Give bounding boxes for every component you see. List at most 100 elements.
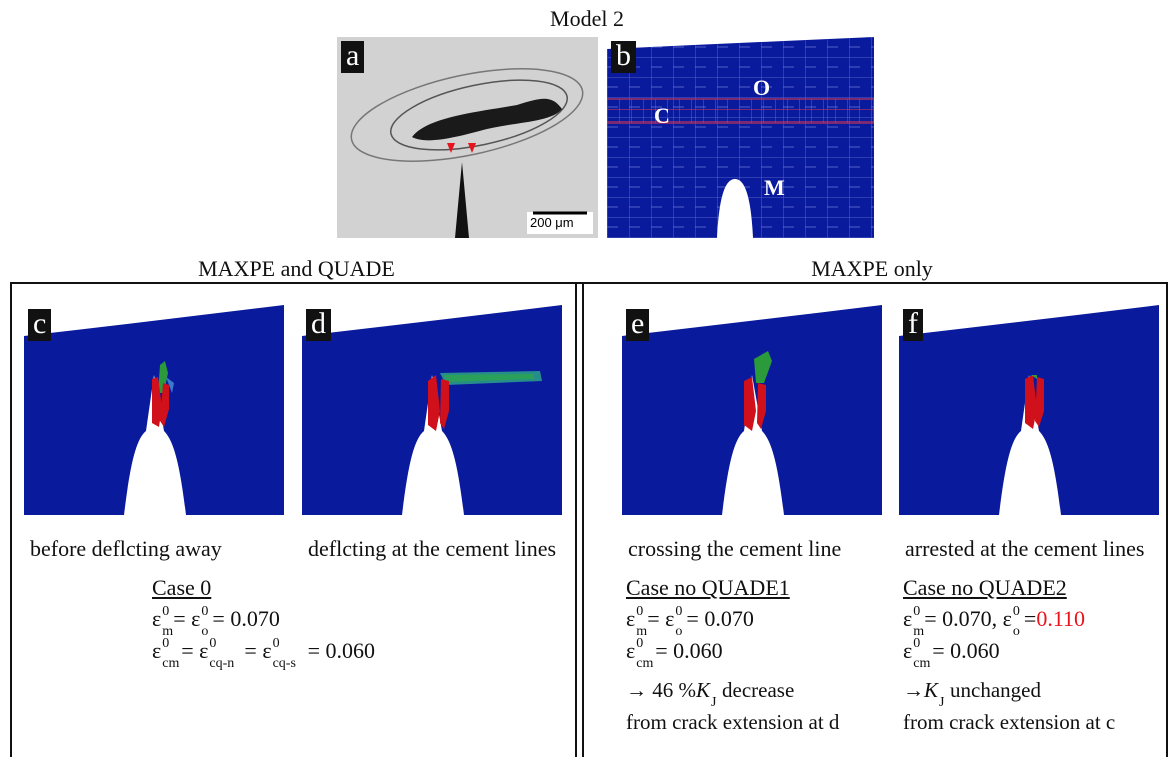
- math-base: ε: [152, 606, 161, 631]
- math-token: =: [1024, 606, 1036, 632]
- math-token: = 0.060: [655, 638, 722, 664]
- superscript: 0: [162, 604, 169, 620]
- math-token: = 0.070: [212, 606, 279, 632]
- panel: e: [622, 305, 882, 515]
- math-base: K: [924, 678, 938, 702]
- case-name: Case no QUADE1: [626, 575, 790, 601]
- math-base: →: [903, 678, 924, 702]
- math-base: K: [696, 678, 710, 702]
- superscript: 0: [1013, 604, 1020, 620]
- panel-label: e: [626, 309, 649, 341]
- subscript: J: [939, 695, 944, 711]
- math-token: = ε: [244, 638, 271, 664]
- panel-label: a: [341, 41, 364, 73]
- math-base: ε: [626, 638, 635, 663]
- panel-b: b O C M: [607, 37, 874, 238]
- superscript: 0: [675, 604, 682, 620]
- panel-caption: deflcting at the cement lines: [308, 536, 556, 562]
- panel-label: c: [28, 309, 51, 341]
- superscript: 0: [636, 604, 643, 620]
- math-token: from crack extension at d: [626, 710, 839, 735]
- math-base: ε: [903, 606, 912, 631]
- math-base: = 0.070: [686, 606, 753, 631]
- superscript: 0: [209, 636, 216, 652]
- math-token: = 0.070: [686, 606, 753, 632]
- math-token: →: [903, 678, 924, 703]
- math-token: unchanged: [950, 678, 1041, 703]
- equation: ε0cm = 0.060: [626, 638, 723, 664]
- math-token: KJ: [696, 678, 722, 703]
- superscript: 0: [162, 636, 169, 652]
- math-token: 0.110: [1036, 606, 1085, 632]
- note: from crack extension at c: [903, 710, 1115, 735]
- panel: f: [899, 305, 1159, 515]
- math-base: = 0.060: [655, 638, 722, 663]
- math-base: = 0.060: [308, 638, 375, 663]
- math-base: = 0.070: [212, 606, 279, 631]
- superscript: 0: [273, 636, 280, 652]
- math-token: ε0cm: [626, 638, 655, 664]
- math-base: = 0.060: [932, 638, 999, 663]
- panel-caption: crossing the cement line: [628, 536, 841, 562]
- math-base: 0.110: [1036, 606, 1085, 631]
- figure-title: Model 2: [0, 6, 1174, 32]
- math-base: from crack extension at d: [626, 710, 839, 734]
- math-base: = ε: [244, 638, 271, 663]
- panel: c: [24, 305, 284, 515]
- superscript: 0: [201, 604, 208, 620]
- math-base: ε: [626, 606, 635, 631]
- math-base: =: [1024, 606, 1036, 631]
- math-token: = 0.060: [932, 638, 999, 664]
- subscript: cm: [913, 656, 930, 672]
- scale-bar-label: 200 μm: [530, 215, 574, 230]
- math-base: = 0.070, ε: [924, 606, 1012, 631]
- math-token: = ε: [181, 638, 208, 664]
- subscript: cq-s: [273, 656, 296, 672]
- math-base: ε: [903, 638, 912, 663]
- math-base: → 46 %: [626, 678, 696, 702]
- subscript: o: [1013, 624, 1020, 640]
- region-label: M: [764, 175, 785, 201]
- group-title: MAXPE only: [577, 256, 1167, 282]
- case-name: Case 0: [152, 575, 211, 601]
- math-token: = ε: [647, 606, 674, 632]
- math-base: unchanged: [950, 678, 1041, 702]
- region-label: C: [654, 103, 670, 129]
- note: → 46 % KJ decrease: [626, 678, 794, 703]
- note: from crack extension at d: [626, 710, 839, 735]
- math-token: 0cq-n: [208, 638, 244, 664]
- math-token: from crack extension at c: [903, 710, 1115, 735]
- case-name: Case no QUADE2: [903, 575, 1067, 601]
- math-token: decrease: [722, 678, 794, 703]
- panel-label: d: [306, 309, 331, 341]
- math-base: = ε: [173, 606, 200, 631]
- math-token: = 0.070, ε: [924, 606, 1012, 632]
- math-base: ε: [152, 638, 161, 663]
- math-token: = ε: [173, 606, 200, 632]
- panel-label: f: [903, 309, 923, 341]
- math-base: = ε: [647, 606, 674, 631]
- superscript: 0: [636, 636, 643, 652]
- math-base: = ε: [181, 638, 208, 663]
- panel-a: a 200 μm: [337, 37, 598, 238]
- subscript: cq-n: [209, 656, 234, 672]
- panel-label: b: [611, 41, 636, 73]
- panel: d: [302, 305, 562, 515]
- group-title: MAXPE and QUADE: [10, 256, 583, 282]
- math-token: → 46 %: [626, 678, 696, 703]
- math-base: from crack extension at c: [903, 710, 1115, 734]
- subscript: cm: [162, 656, 179, 672]
- superscript: 0: [913, 636, 920, 652]
